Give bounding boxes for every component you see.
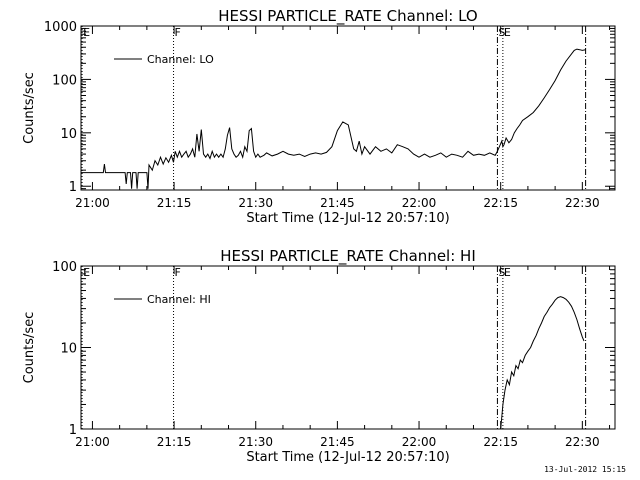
chart-1-y-tick-label: 10	[60, 127, 77, 142]
chart-2-x-tick-label: 21:15	[157, 435, 192, 449]
chart-1-legend-label: Channel: LO	[147, 53, 214, 66]
chart-2-y-tick-label: 10	[60, 342, 77, 357]
chart-2-y-axis-label: Counts/sec	[22, 312, 37, 384]
chart-1-series-line	[81, 48, 586, 189]
chart-1-title: HESSI PARTICLE_RATE Channel: LO	[218, 7, 477, 26]
chart-1-x-tick-label: 22:00	[402, 196, 437, 210]
chart-2-plot-frame	[80, 265, 616, 430]
chart-1-x-tick-label: 21:00	[75, 196, 110, 210]
chart-2-title: HESSI PARTICLE_RATE Channel: HI	[220, 247, 476, 266]
chart-2-x-tick-label: 22:30	[565, 435, 600, 449]
chart-1-y-axis-label: Counts/sec	[22, 72, 37, 144]
chart-1-x-axis-label: Start Time (12-Jul-12 20:57:10)	[246, 211, 449, 226]
chart-2-marker-label: E	[504, 266, 511, 279]
chart-1-marker-label: S	[498, 26, 505, 39]
chart-2-series-line	[500, 296, 585, 430]
chart-1-y-tick-label: 1	[69, 180, 77, 195]
chart-2-x-tick-label: 22:15	[483, 435, 518, 449]
chart-1-y-tick-label: 100	[52, 73, 77, 88]
chart-1-marker-label: E	[83, 26, 90, 39]
chart-2-legend-label: Channel: HI	[147, 293, 211, 306]
footer-timestamp: 13-Jul-2012 15:15	[544, 465, 626, 474]
chart-2-x-tick-label: 22:00	[402, 435, 437, 449]
chart-2-marker-label: S	[498, 266, 505, 279]
chart-2-x-tick-label: 21:30	[238, 435, 273, 449]
chart-2-y-tick-label: 1	[69, 423, 77, 438]
chart-1-x-tick-label: 21:45	[320, 196, 355, 210]
chart-1-plot-frame	[80, 25, 616, 191]
chart-2-marker-label: E	[83, 266, 90, 279]
chart-1-y-tick-label: 1000	[44, 20, 77, 35]
chart-1-x-tick-label: 21:30	[238, 196, 273, 210]
chart-2-x-axis-label: Start Time (12-Jul-12 20:57:10)	[246, 450, 449, 465]
chart-1-x-tick-label: 21:15	[157, 196, 192, 210]
chart-2-marker-label: F	[175, 266, 181, 279]
chart-1-marker-label: F	[175, 26, 181, 39]
chart-2-x-tick-label: 21:00	[75, 435, 110, 449]
chart-1-x-tick-label: 22:30	[565, 196, 600, 210]
chart-1-x-tick-label: 22:15	[483, 196, 518, 210]
chart-1-marker-label: E	[504, 26, 511, 39]
chart-2-y-tick-label: 100	[52, 260, 77, 275]
chart-2-x-tick-label: 21:45	[320, 435, 355, 449]
